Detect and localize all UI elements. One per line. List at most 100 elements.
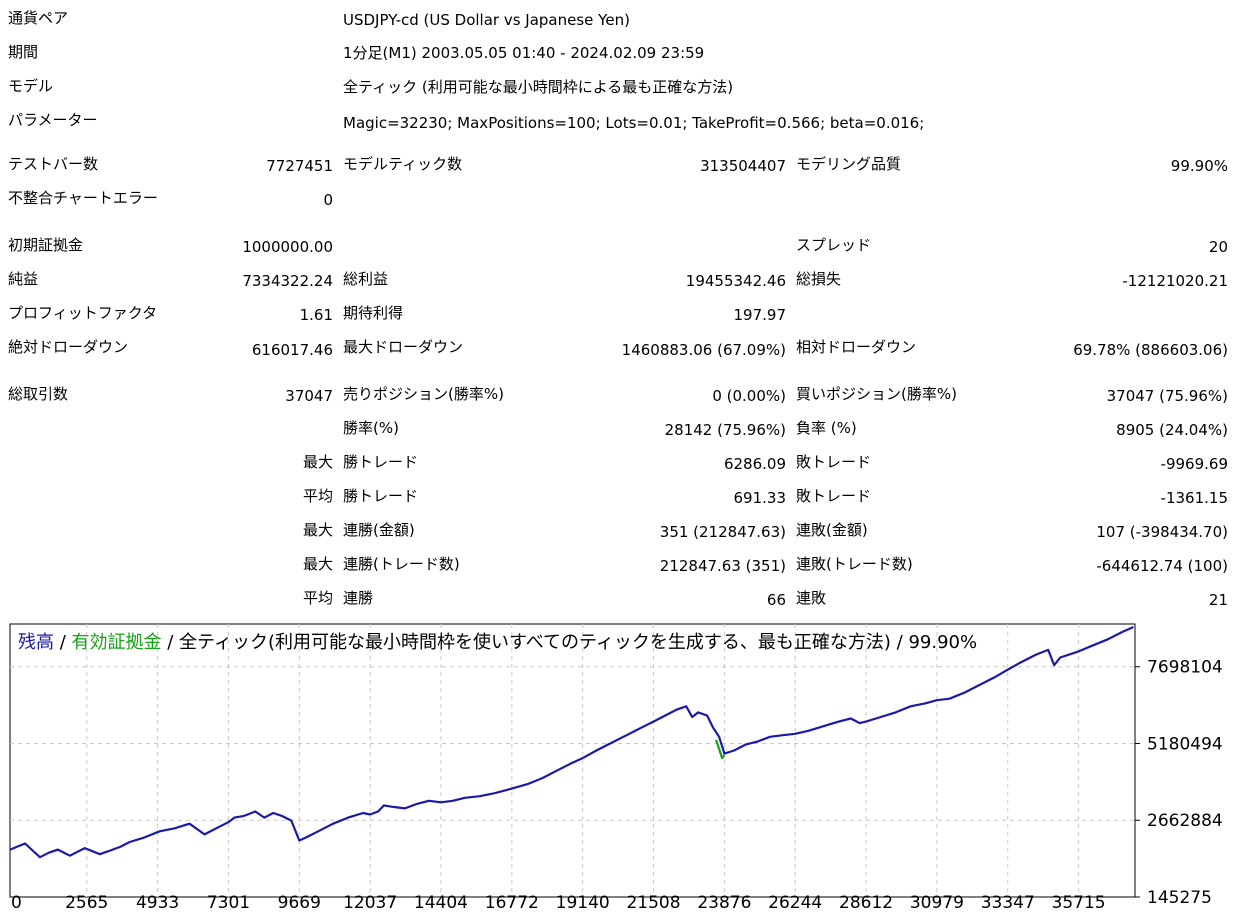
x-tick-label: 0 bbox=[11, 893, 22, 913]
legend-balance: 残高 bbox=[18, 632, 54, 653]
plot-frame bbox=[9, 623, 1136, 898]
x-tick-label: 30979 bbox=[910, 893, 964, 913]
series-lines bbox=[9, 625, 1134, 859]
max-consecutive-losses-value: 107 (-398434.70) bbox=[1096, 523, 1228, 541]
x-tick-label: 19140 bbox=[556, 893, 610, 913]
ticks-label: モデルティック数 bbox=[343, 155, 463, 173]
x-tick-label: 28612 bbox=[839, 893, 893, 913]
params-value: Magic=32230; MaxPositions=100; Lots=0.01… bbox=[343, 114, 925, 132]
avg-prefix: 平均 bbox=[302, 589, 333, 607]
max-win-trade-value: 6286.09 bbox=[723, 455, 786, 473]
params-label: パラメーター bbox=[8, 111, 98, 129]
spread-value: 20 bbox=[1208, 238, 1228, 256]
quality-value: 99.90% bbox=[1170, 157, 1228, 175]
grid bbox=[10, 624, 1135, 897]
y-tick-label: 7698104 bbox=[1147, 658, 1223, 678]
gross-profit-value: 19455342.46 bbox=[685, 272, 786, 290]
avg-prefix: 平均 bbox=[302, 487, 333, 505]
x-tick-label: 33347 bbox=[981, 893, 1035, 913]
x-tick-label: 16772 bbox=[485, 893, 539, 913]
long-positions-label: 買いポジション(勝率%) bbox=[796, 385, 957, 403]
x-tick-label: 26244 bbox=[768, 893, 822, 913]
avg-consecutive-wins-label: 連勝 bbox=[343, 589, 374, 607]
x-tick-label: 23876 bbox=[697, 893, 751, 913]
win-rate-value: 28142 (75.96%) bbox=[664, 421, 786, 439]
bars-value: 7727451 bbox=[266, 157, 333, 175]
max-loss-trade-label: 敗トレード bbox=[796, 453, 872, 471]
loss-rate-label: 負率 (%) bbox=[796, 419, 857, 437]
x-tick-label: 4933 bbox=[136, 893, 179, 913]
loss-rate-value: 8905 (24.04%) bbox=[1116, 421, 1228, 439]
deposit-value: 1000000.00 bbox=[242, 238, 333, 256]
profit-factor-label: プロフィットファクタ bbox=[8, 304, 158, 322]
abs-drawdown-label: 絶対ドローダウン bbox=[8, 338, 129, 356]
period-value: 1分足(M1) 2003.05.05 01:40 - 2024.02.09 23… bbox=[343, 44, 705, 62]
max-consecutive-losses-label: 連敗(金額) bbox=[796, 521, 868, 539]
gross-profit-label: 総利益 bbox=[343, 270, 389, 288]
y-tick-label: 2662884 bbox=[1147, 811, 1223, 831]
max-consecutive-wins-value: 351 (212847.63) bbox=[659, 523, 786, 541]
x-tick-label: 35715 bbox=[1052, 893, 1106, 913]
net-profit-label: 純益 bbox=[8, 270, 39, 288]
max-consecutive-profit-label: 連勝(トレード数) bbox=[343, 555, 460, 573]
net-profit-value: 7334322.24 bbox=[242, 272, 333, 290]
max-drawdown-value: 1460883.06 (67.09%) bbox=[621, 341, 786, 359]
rel-drawdown-value: 69.78% (886603.06) bbox=[1073, 341, 1228, 359]
avg-consecutive-losses-label: 連敗 bbox=[796, 589, 827, 607]
legend-model-quality: 全ティック(利用可能な最小時間枠を使いすべてのティックを生成する、最も正確な方法… bbox=[179, 632, 978, 653]
max-consecutive-loss-value: -644612.74 (100) bbox=[1096, 557, 1228, 575]
pair-value: USDJPY-cd (US Dollar vs Japanese Yen) bbox=[343, 11, 630, 29]
max-consecutive-profit-value: 212847.63 (351) bbox=[659, 557, 786, 575]
x-tick-label: 12037 bbox=[343, 893, 397, 913]
avg-consecutive-losses-value: 21 bbox=[1208, 591, 1228, 609]
gross-loss-label: 総損失 bbox=[796, 270, 842, 288]
max-prefix: 最大 bbox=[302, 453, 333, 471]
y-tick-label: 5180494 bbox=[1147, 734, 1223, 754]
mismatch-label: 不整合チャートエラー bbox=[8, 189, 158, 207]
ticks-value: 313504407 bbox=[700, 157, 786, 175]
period-label: 期間 bbox=[8, 43, 39, 61]
expected-payoff-label: 期待利得 bbox=[343, 304, 404, 322]
balance-chart-svg: 7698104 5180494 2662884 145275 0 2565 4933 730… bbox=[9, 623, 1223, 913]
total-trades-label: 総取引数 bbox=[8, 385, 69, 403]
short-positions-label: 売りポジション(勝率%) bbox=[343, 385, 504, 403]
max-win-trade-label: 勝トレード bbox=[343, 453, 419, 471]
avg-win-trade-label: 勝トレード bbox=[343, 487, 419, 505]
legend-separator: / bbox=[54, 632, 72, 653]
x-tick-label: 7301 bbox=[207, 893, 250, 913]
win-rate-label: 勝率(%) bbox=[343, 419, 399, 437]
x-tick-label: 2565 bbox=[65, 893, 108, 913]
chart-legend: 残高 / 有効証拠金 / 全ティック(利用可能な最小時間枠を使いすべてのティック… bbox=[18, 632, 977, 654]
legend-separator: / bbox=[161, 632, 180, 653]
legend-equity: 有効証拠金 bbox=[71, 632, 162, 653]
total-trades-value: 37047 bbox=[285, 387, 333, 405]
pair-label: 通貨ペア bbox=[8, 9, 69, 27]
max-loss-trade-value: -9969.69 bbox=[1160, 455, 1228, 473]
avg-loss-trade-label: 敗トレード bbox=[796, 487, 872, 505]
deposit-label: 初期証拠金 bbox=[8, 236, 84, 254]
max-consecutive-wins-label: 連勝(金額) bbox=[343, 521, 415, 539]
x-tick-label: 9669 bbox=[278, 893, 321, 913]
avg-consecutive-wins-value: 66 bbox=[766, 591, 786, 609]
short-positions-value: 0 (0.00%) bbox=[712, 387, 786, 405]
equity-series-line bbox=[715, 739, 726, 760]
rel-drawdown-label: 相対ドローダウン bbox=[796, 338, 917, 356]
max-prefix: 最大 bbox=[302, 555, 333, 573]
spread-label: スプレッド bbox=[796, 236, 872, 254]
gross-loss-value: -12121020.21 bbox=[1122, 272, 1228, 290]
abs-drawdown-value: 616017.46 bbox=[251, 341, 333, 359]
profit-factor-value: 1.61 bbox=[299, 306, 333, 324]
max-drawdown-label: 最大ドローダウン bbox=[343, 338, 464, 356]
model-value: 全ティック (利用可能な最小時間枠による最も正確な方法) bbox=[343, 78, 734, 96]
y-axis-ticks: 7698104 5180494 2662884 145275 bbox=[1135, 658, 1223, 908]
balance-chart: 7698104 5180494 2662884 145275 0 2565 4933 730… bbox=[0, 614, 1240, 913]
model-label: モデル bbox=[8, 77, 54, 95]
y-tick-label: 145275 bbox=[1147, 888, 1212, 908]
bars-label: テストバー数 bbox=[8, 155, 99, 173]
max-consecutive-loss-label: 連敗(トレード数) bbox=[796, 555, 913, 573]
balance-series-line bbox=[9, 625, 1134, 859]
x-axis-ticks: 0 2565 4933 7301 9669 12037 14404 16772 19140 215… bbox=[11, 893, 1106, 913]
avg-win-trade-value: 691.33 bbox=[733, 489, 787, 507]
x-tick-label: 21508 bbox=[626, 893, 680, 913]
expected-payoff-value: 197.97 bbox=[733, 306, 787, 324]
